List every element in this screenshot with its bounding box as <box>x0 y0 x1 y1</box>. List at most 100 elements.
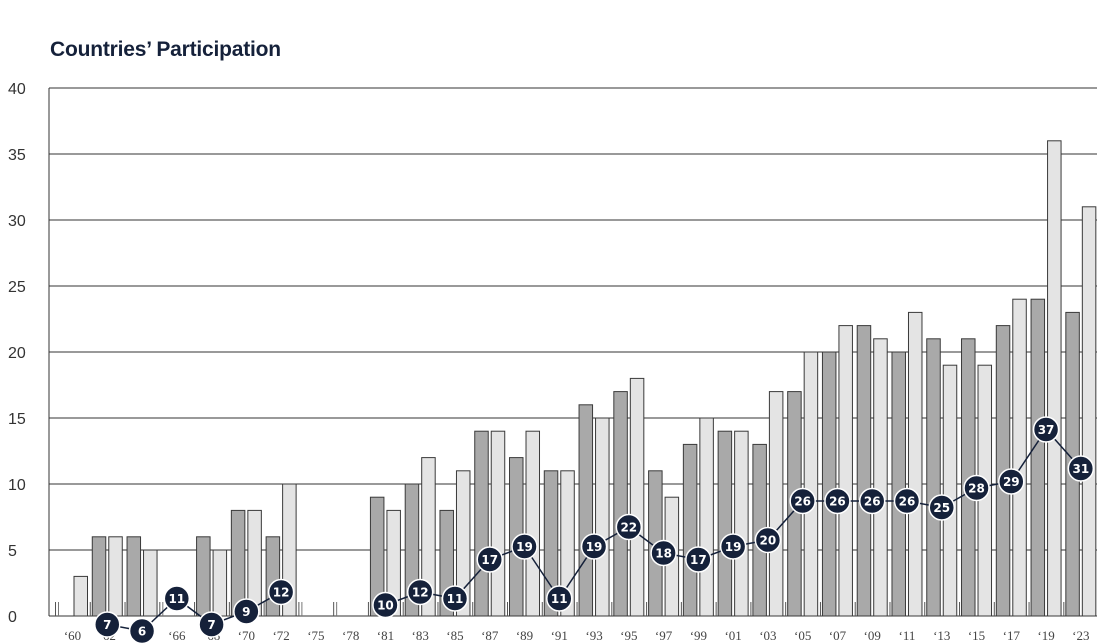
x-tick-label: ‘60 <box>64 628 81 643</box>
bar-series-2 <box>803 351 819 617</box>
bar-series-1 <box>196 536 211 617</box>
line-point-label: 31 <box>1072 462 1089 476</box>
x-tick-label: ‘99 <box>690 628 707 643</box>
line-point: 11 <box>163 585 191 612</box>
line-point-marker <box>128 617 156 643</box>
line-point-marker <box>893 487 921 515</box>
x-tick-label: ‘70 <box>238 628 255 643</box>
line-point-marker <box>546 585 573 612</box>
line-point: 29 <box>998 468 1025 495</box>
bar-series-1 <box>856 325 872 617</box>
line-point-label: 20 <box>760 534 777 548</box>
bar-series-2 <box>1012 298 1027 617</box>
line-series-segment <box>385 428 1082 606</box>
bar-series-2 <box>386 509 401 617</box>
line-point: 7 <box>198 611 225 638</box>
x-tick-label: ‘93 <box>585 628 602 643</box>
x-tick-label: ‘78 <box>342 628 359 643</box>
line-point-label: 19 <box>725 540 742 554</box>
line-point-label: 12 <box>273 586 290 600</box>
line-point: 37 <box>1032 416 1060 443</box>
line-point-marker <box>824 487 851 515</box>
bar-series-2 <box>699 417 714 617</box>
x-tick-label: ‘15 <box>968 628 985 643</box>
y-tick-label: 30 <box>8 213 26 230</box>
bar-series-2 <box>143 549 158 617</box>
line-point-marker <box>1032 416 1060 443</box>
line-point: 17 <box>476 546 503 573</box>
chart-title: Countries’ Participation <box>50 38 281 61</box>
x-tick-label: ‘23 <box>1072 628 1089 643</box>
line-point: 20 <box>754 526 782 554</box>
line-point: 26 <box>858 487 886 515</box>
bar-series-2 <box>560 470 575 617</box>
bar-series-2 <box>1047 140 1062 617</box>
line-point-label: 26 <box>794 495 811 509</box>
line-point-label: 18 <box>655 547 672 561</box>
bar-series-1 <box>682 443 698 617</box>
line-point-marker <box>372 591 399 619</box>
line-point-label: 10 <box>377 599 394 613</box>
bar-series-2 <box>838 325 853 617</box>
line-point-label: 7 <box>103 618 111 632</box>
line-point-marker <box>163 585 191 612</box>
x-tick-label: ‘09 <box>864 628 881 643</box>
line-point-marker <box>928 494 955 521</box>
line-point-label: 37 <box>1038 423 1055 437</box>
line-point-label: 29 <box>1003 475 1020 489</box>
line-point-label: 22 <box>620 521 637 535</box>
line-point: 9 <box>233 598 260 625</box>
y-tick-label: 10 <box>8 477 26 494</box>
y-tick-label: 0 <box>8 609 17 626</box>
y-tick-label: 35 <box>8 147 26 164</box>
line-point-label: 17 <box>481 553 498 567</box>
x-tick-label: ‘87 <box>481 628 499 643</box>
y-tick-label: 40 <box>8 81 26 98</box>
line-point: 17 <box>685 546 712 573</box>
line-point: 19 <box>719 533 747 560</box>
line-point: 6 <box>128 617 156 643</box>
x-tick-label: ‘95 <box>620 628 637 643</box>
bar-series-2 <box>942 364 958 617</box>
y-tick-label: 20 <box>8 345 26 362</box>
bar-series-2 <box>734 430 749 617</box>
x-tick-label: ‘11 <box>899 628 916 643</box>
x-tick-label: ‘01 <box>724 628 741 643</box>
bar-series-2 <box>595 417 610 617</box>
bars <box>55 140 1097 617</box>
bar-series-2 <box>212 549 228 617</box>
line-point-label: 19 <box>586 540 603 554</box>
bar-series-2 <box>873 338 888 617</box>
line-point: 10 <box>372 591 399 619</box>
bar-series-1 <box>926 338 941 617</box>
bar-series-1 <box>474 430 489 617</box>
bar-series-1 <box>91 536 107 617</box>
line-point-marker <box>511 533 538 560</box>
line-point-label: 17 <box>690 553 707 567</box>
x-tick-label: ‘81 <box>377 628 394 643</box>
x-tick-label: ‘13 <box>933 628 950 643</box>
line-point: 12 <box>406 578 434 606</box>
line-point-label: 11 <box>168 592 185 606</box>
line-point: 26 <box>789 487 816 515</box>
x-tick-label: ‘83 <box>412 628 429 643</box>
line-point-marker <box>998 468 1025 495</box>
line-point-label: 26 <box>899 495 916 509</box>
line-point: 12 <box>267 578 295 606</box>
line-point: 26 <box>893 487 921 515</box>
x-tick-label: ‘03 <box>759 628 776 643</box>
line-point: 31 <box>1067 455 1095 482</box>
line-point: 11 <box>441 585 469 612</box>
bar-series-1 <box>578 404 594 617</box>
x-tick-label: ‘19 <box>1037 628 1054 643</box>
line-point-marker <box>476 546 503 573</box>
x-tick-label: ‘05 <box>794 628 811 643</box>
line-point-marker <box>789 487 816 515</box>
line-point-marker <box>685 546 712 573</box>
line-point-marker <box>858 487 886 515</box>
line-point: 11 <box>546 585 573 612</box>
bar-series-2 <box>490 430 506 617</box>
line-point-marker <box>719 533 747 560</box>
y-tick-label: 15 <box>8 411 26 428</box>
